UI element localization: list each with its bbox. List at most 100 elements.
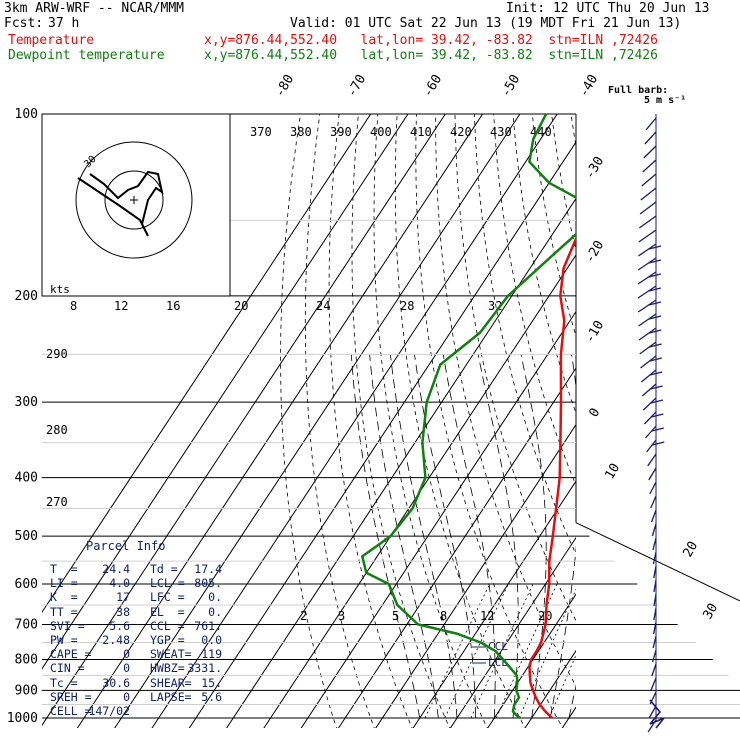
parcel-info-key: LFC = — [150, 590, 185, 605]
parcel-info-key: HWBZ= — [150, 661, 185, 676]
wind-barb — [652, 621, 657, 635]
isotherm — [76, 114, 484, 728]
parcel-info-value: 4.0 — [109, 576, 130, 591]
dry-adiabat — [668, 114, 740, 731]
dewpoint-location: x,y=876.44,552.40 lat,lon= 39.42, -83.82… — [204, 48, 658, 63]
pressure-label-500: 500 — [15, 529, 38, 544]
isotherm-label: -70 — [344, 72, 369, 100]
parcel-info-key: EL = — [150, 604, 185, 619]
parcel-info-value: 147/02 — [88, 704, 130, 718]
wind-barb — [638, 215, 657, 229]
isobars — [42, 113, 740, 719]
isotherm-label: -20 — [582, 238, 607, 266]
dry-adiabats — [280, 114, 740, 731]
isotherm — [42, 114, 372, 614]
pressure-label-400: 400 — [15, 471, 38, 486]
wind-barb-flag — [648, 315, 662, 320]
temperature-profile — [528, 236, 576, 719]
parcel-info-key: CELL = — [50, 704, 92, 718]
parcel-info-value: 15. — [201, 675, 222, 690]
moist-adiabat — [588, 354, 669, 718]
init-time: Init: 12 UTC Thu 20 Jun 13 — [506, 1, 710, 16]
wind-barb — [643, 145, 657, 159]
parcel-info-key: PW = — [50, 633, 78, 647]
wind-barb — [651, 663, 657, 677]
dewpoint-profile — [361, 114, 576, 720]
wind-barb — [644, 131, 657, 145]
wind-barb — [647, 453, 657, 467]
parcel-info-value: 0 — [123, 661, 130, 676]
parcel-info-value: 119 — [201, 647, 222, 662]
wind-barb — [645, 117, 657, 131]
parcel-info-value: 761. — [194, 618, 222, 633]
isotherm — [42, 114, 409, 670]
mixing-ratio-line — [548, 654, 576, 719]
mixing-ratio-label-lower: 3 — [338, 609, 345, 623]
isotherm — [598, 114, 740, 731]
hodograph-speed-label: kts — [50, 283, 70, 296]
temperature-legend: Temperature — [8, 33, 95, 48]
mixing-ratio-label: 20 — [234, 299, 248, 313]
mixing-ratio-label-lower: 12 — [480, 609, 494, 623]
dry-adiabat — [493, 114, 576, 487]
valid-time: Valid: 01 UTC Sat 22 Jun 13 (19 MDT Fri … — [290, 16, 682, 31]
wind-barb — [641, 173, 657, 187]
wind-barb — [652, 635, 657, 649]
pressure-label-900: 900 — [15, 683, 38, 698]
isotherm — [300, 310, 576, 728]
mixing-ratio-label-lower: 8 — [440, 609, 447, 623]
dry-adiabat — [726, 114, 740, 731]
mixing-ratio-label: 12 — [114, 299, 128, 313]
pressure-label-300: 300 — [15, 395, 38, 410]
isotherm-label: -40 — [576, 72, 601, 100]
isentrope-label: 390 — [330, 125, 352, 139]
isotherm — [487, 593, 576, 728]
parcel-info-value: 805. — [194, 576, 222, 591]
wind-barb-flag — [648, 301, 662, 306]
isentrope-label-left: 290 — [46, 347, 68, 361]
parcel-info-key: TT = — [50, 604, 78, 619]
wind-barb-flag — [651, 427, 664, 432]
isotherm — [263, 254, 576, 728]
isotherm-label: 20 — [680, 539, 701, 560]
wind-barb — [638, 327, 657, 341]
parcel-info-value: 0 — [123, 689, 130, 704]
wind-barb-flag — [649, 343, 662, 348]
model-title: 3km ARW-WRF -- NCAR/MMM — [4, 1, 185, 16]
parcel-info-key: K = — [50, 590, 78, 605]
isotherm-label: -50 — [498, 72, 523, 100]
dry-adiabat — [415, 114, 564, 728]
wind-barb — [639, 201, 657, 215]
wind-barb — [640, 355, 657, 369]
isentrope-label-left: 280 — [46, 423, 68, 437]
moist-adiabat — [350, 354, 421, 719]
parcel-info-value: 5.6 — [201, 689, 222, 704]
wind-barb — [651, 523, 657, 537]
wind-barb — [637, 285, 657, 299]
dry-adiabat — [706, 114, 740, 731]
parcel-info-title: Parcel Info — [86, 539, 166, 553]
hodograph-ring-outer — [75, 141, 193, 259]
moist-adiabat — [520, 354, 547, 719]
parcel-info-value: 0. — [208, 604, 222, 619]
parcel-info-key: LCL = — [150, 576, 185, 591]
hodograph-trace — [77, 170, 164, 237]
dry-adiabat — [280, 114, 337, 728]
wind-barb — [637, 299, 657, 313]
moist-adiabat — [442, 354, 496, 719]
parcel-info-key: YGP = — [150, 633, 185, 647]
pressure-label-1000: 1000 — [7, 711, 38, 726]
parcel-info-value: 17 — [116, 590, 130, 605]
forecast-hour: 37 h — [48, 16, 80, 31]
dry-adiabat — [687, 114, 740, 731]
wind-barb-flag — [649, 371, 663, 376]
isotherm — [226, 197, 576, 728]
isotherm-label: 0 — [586, 406, 603, 420]
wind-barb-flag — [649, 329, 662, 334]
wind-barb — [639, 341, 657, 355]
temperature-location: x,y=876.44,552.40 lat,lon= 39.42, -83.82… — [204, 33, 658, 48]
wind-barb-flag — [649, 357, 662, 362]
isotherm — [524, 649, 576, 728]
wind-barb — [648, 467, 657, 481]
wind-barb — [653, 565, 657, 579]
